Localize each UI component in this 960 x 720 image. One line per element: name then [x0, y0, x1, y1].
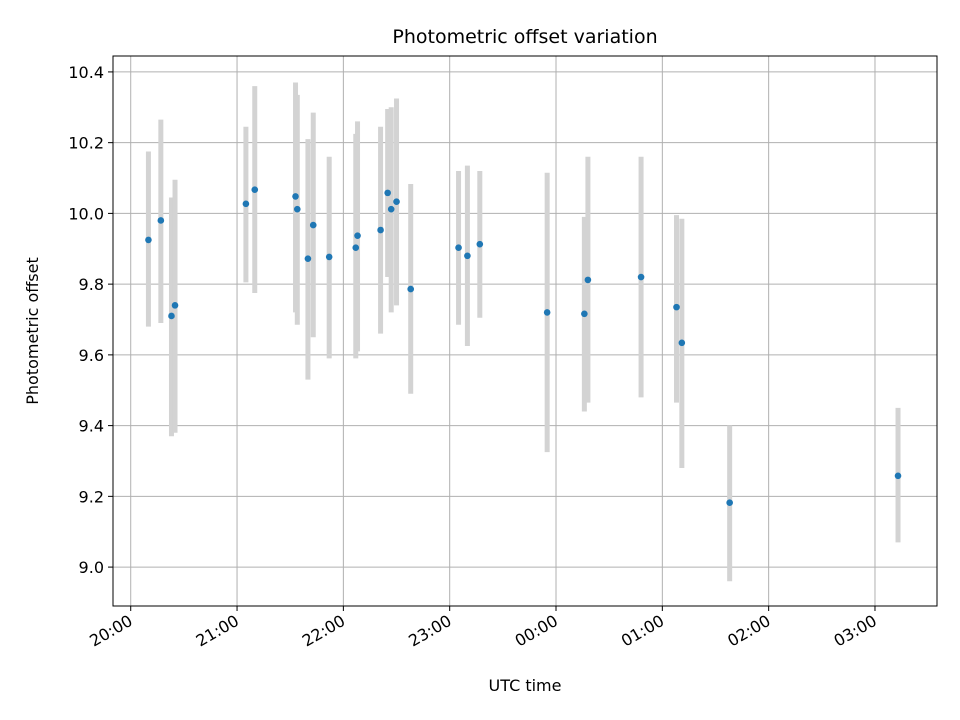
- data-point: [293, 205, 301, 213]
- data-point: [678, 339, 686, 347]
- data-point: [455, 244, 462, 252]
- data-point: [726, 499, 733, 507]
- data-point: [584, 276, 592, 284]
- grid: [113, 56, 937, 606]
- data-point: [157, 217, 165, 224]
- y-axis-label: Photometric offset: [23, 257, 42, 405]
- plot-frame: [112, 55, 938, 607]
- x-axis-label: UTC time: [489, 676, 562, 695]
- y-tick-label: 9.6: [79, 346, 104, 365]
- y-tick-label: 10.0: [68, 204, 104, 223]
- data-point: [354, 232, 361, 239]
- chart-title: Photometric offset variation: [392, 26, 657, 48]
- data-point: [309, 221, 317, 229]
- data-point: [384, 189, 391, 197]
- y-axis: 9.0 9.2 9.4 9.6 9.8 10.0 10.2 10.4: [68, 63, 113, 577]
- data-point: [476, 240, 484, 248]
- data-point: [292, 193, 299, 200]
- data-point: [894, 472, 902, 480]
- data-point: [325, 253, 333, 261]
- data-point: [171, 302, 179, 309]
- data-point: [352, 244, 360, 252]
- data-point: [637, 273, 645, 281]
- data-point: [242, 200, 250, 208]
- y-tick-label: 9.8: [79, 275, 104, 294]
- data-point: [168, 312, 175, 320]
- data-point: [251, 186, 259, 193]
- y-tick-label: 9.4: [79, 417, 104, 436]
- data-point: [377, 226, 384, 234]
- data-point: [393, 198, 400, 206]
- data-point: [581, 310, 588, 318]
- data-point: [387, 205, 395, 213]
- y-tick-label: 10.4: [68, 63, 104, 82]
- y-tick-label: 9.0: [79, 558, 104, 577]
- data-point: [464, 252, 471, 260]
- data-points: [145, 186, 902, 507]
- data-point: [543, 309, 551, 316]
- data-point: [145, 236, 152, 244]
- data-point: [673, 303, 680, 311]
- y-tick-label: 9.2: [79, 487, 104, 506]
- y-tick-label: 10.2: [68, 134, 104, 153]
- data-point: [304, 255, 312, 262]
- data-point: [407, 285, 415, 293]
